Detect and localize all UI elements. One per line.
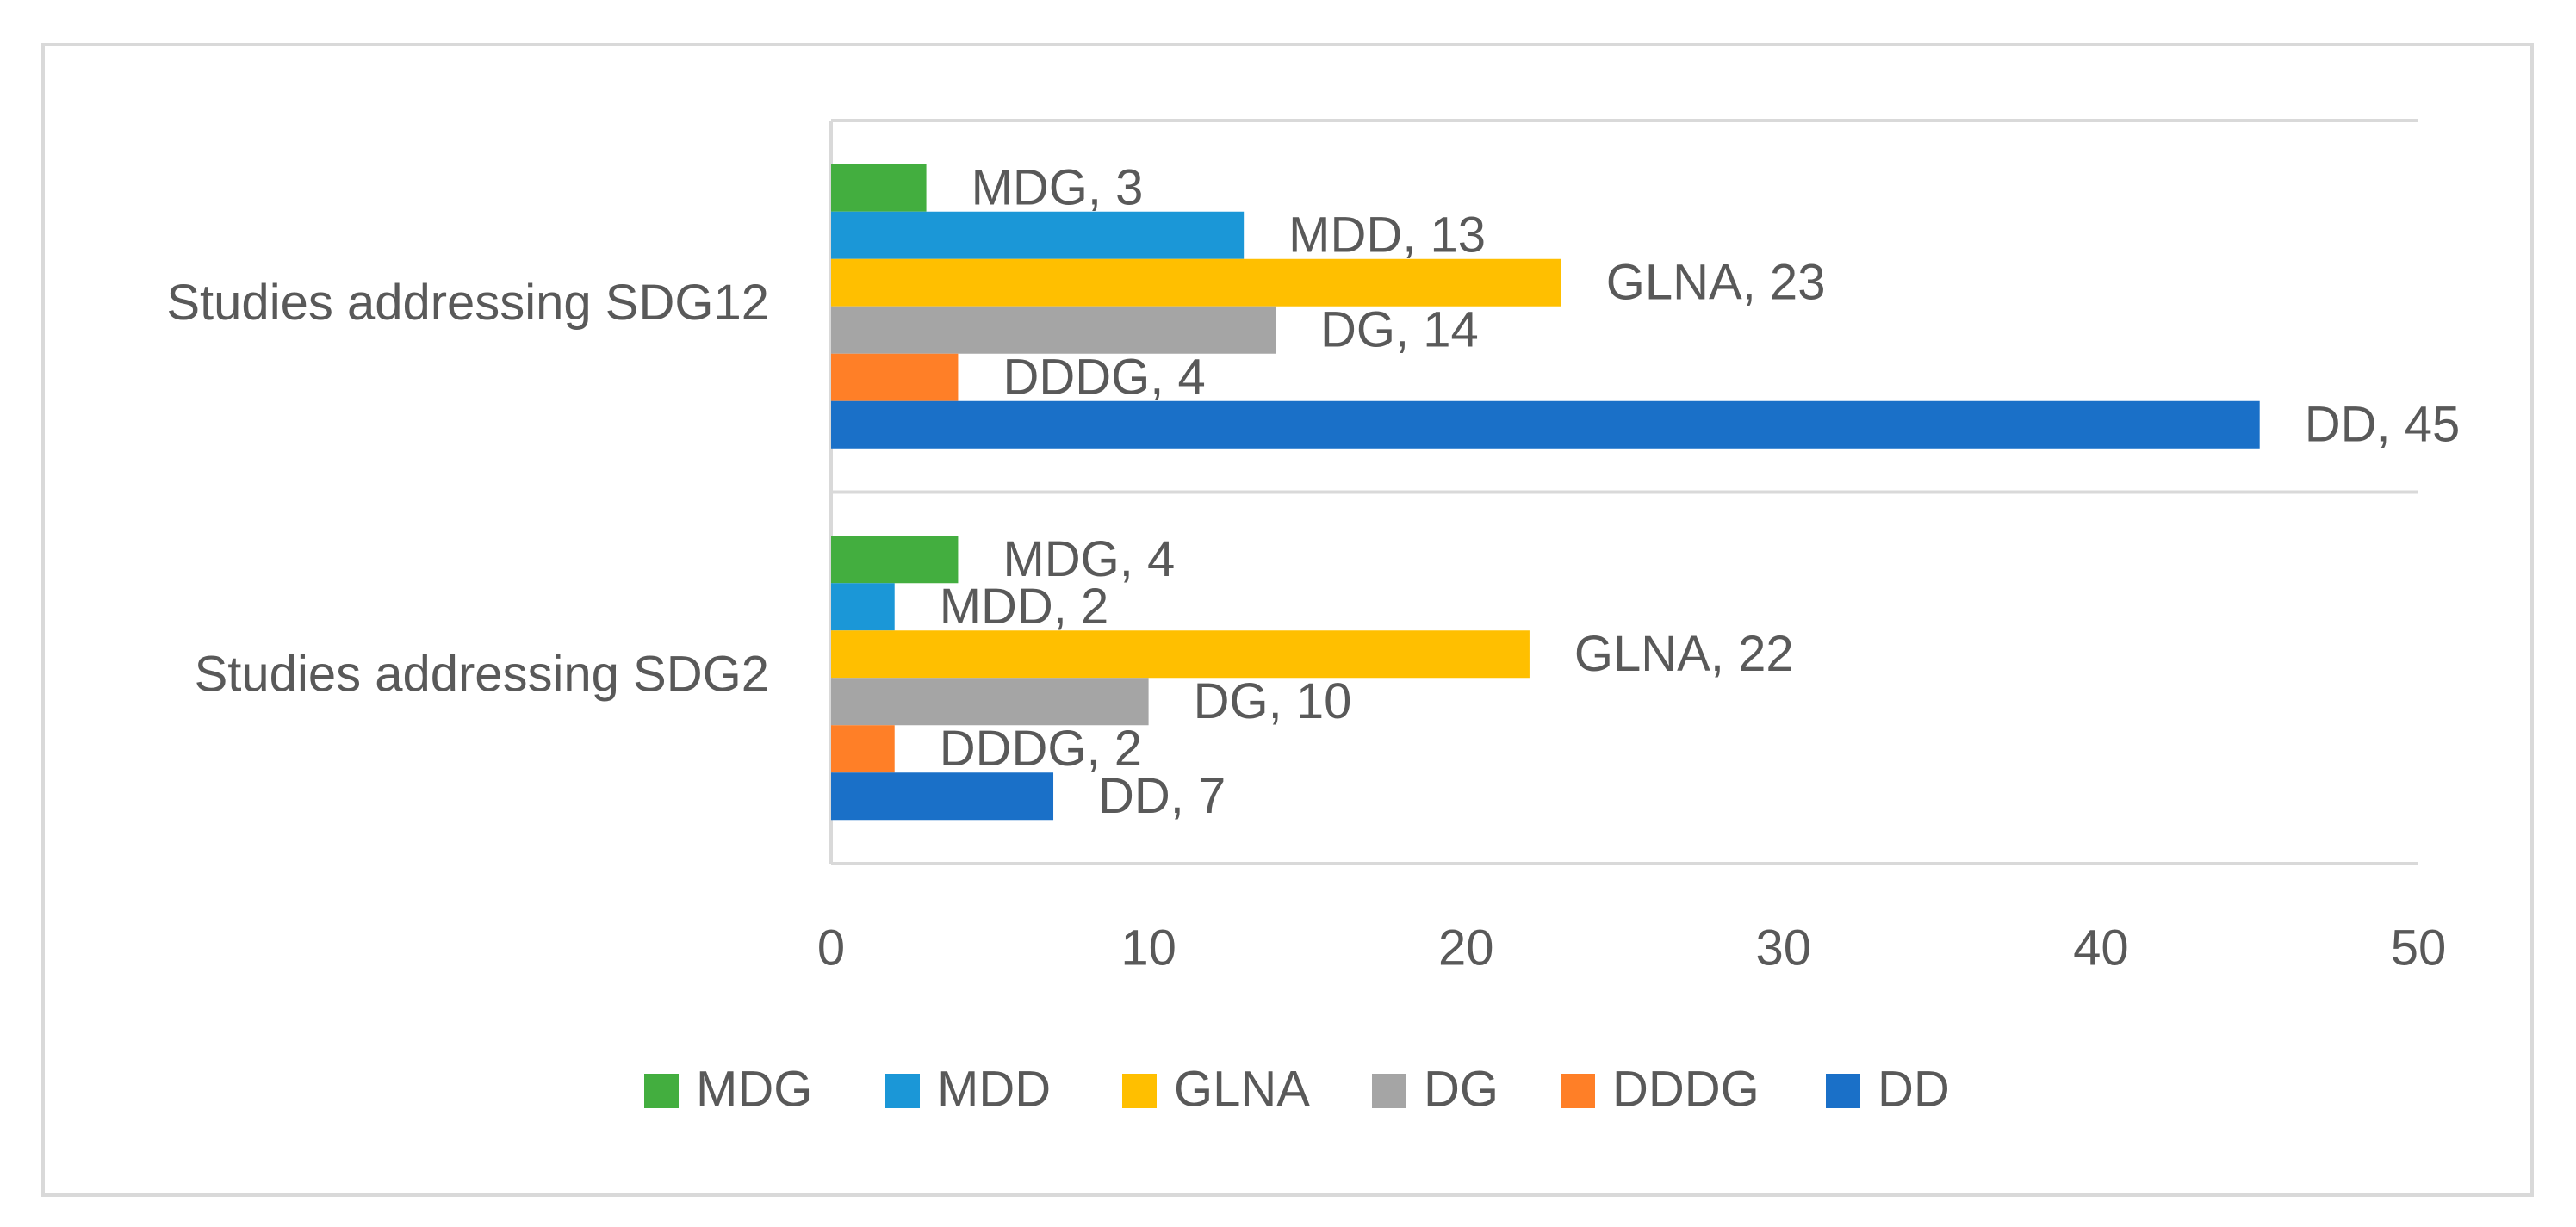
- x-tick-label: 0: [817, 920, 845, 976]
- chart-frame: Studies addressing SDG12 MDG, 3 MDD, 13 GLN…: [41, 43, 2534, 1197]
- data-label: GLNA, 22: [1574, 626, 1794, 682]
- bar-dg-sdg12: [831, 306, 1276, 354]
- data-label: MDG, 4: [1002, 531, 1175, 587]
- data-label: DG, 10: [1194, 673, 1352, 729]
- bar-mdg-sdg12: [831, 164, 927, 212]
- legend-swatch-dg: [1372, 1074, 1406, 1108]
- x-tick-label: 50: [2391, 920, 2447, 976]
- bar-chart: Studies addressing SDG12 MDG, 3 MDD, 13 GLN…: [166, 119, 2461, 1117]
- bar-dddg-sdg2: [831, 725, 895, 773]
- data-label: DD, 7: [1098, 768, 1226, 824]
- data-label: MDD, 2: [940, 579, 1109, 635]
- data-label: DD, 45: [2305, 397, 2461, 453]
- legend-label-dd: DD: [1878, 1061, 1950, 1117]
- legend-label-mdg: MDG: [696, 1061, 812, 1117]
- bar-dddg-sdg12: [831, 353, 959, 401]
- legend-swatch-dddg: [1561, 1074, 1595, 1108]
- legend-swatch-mdd: [885, 1074, 920, 1108]
- bar-dg-sdg2: [831, 678, 1149, 726]
- legend-swatch-glna: [1122, 1074, 1157, 1108]
- data-label: DDDG, 2: [940, 721, 1142, 777]
- category-label: Studies addressing SDG12: [166, 275, 769, 331]
- x-tick-label: 20: [1438, 920, 1494, 976]
- bar-dd-sdg2: [831, 772, 1054, 821]
- legend-label-dg: DG: [1424, 1061, 1499, 1117]
- bar-mdd-sdg2: [831, 583, 895, 631]
- bar-mdd-sdg12: [831, 211, 1245, 259]
- category-label: Studies addressing SDG2: [195, 647, 769, 703]
- legend-label-glna: GLNA: [1174, 1061, 1310, 1117]
- legend-label-dddg: DDDG: [1612, 1061, 1760, 1117]
- legend-swatch-mdg: [644, 1074, 679, 1108]
- bar-dd-sdg12: [831, 400, 2260, 449]
- data-label: MDG, 3: [971, 160, 1144, 216]
- data-label: GLNA, 23: [1606, 255, 1826, 311]
- x-tick-label: 30: [1756, 920, 1812, 976]
- x-tick-label: 40: [2073, 920, 2129, 976]
- data-label: DDDG, 4: [1002, 350, 1205, 406]
- legend-label-mdd: MDD: [937, 1061, 1051, 1117]
- data-label: DG, 14: [1320, 302, 1479, 358]
- bar-glna-sdg12: [831, 258, 1561, 307]
- x-tick-label: 10: [1120, 920, 1176, 976]
- data-label: MDD, 13: [1288, 208, 1486, 263]
- legend-swatch-dd: [1826, 1074, 1860, 1108]
- bar-mdg-sdg2: [831, 536, 959, 584]
- bar-glna-sdg2: [831, 630, 1530, 679]
